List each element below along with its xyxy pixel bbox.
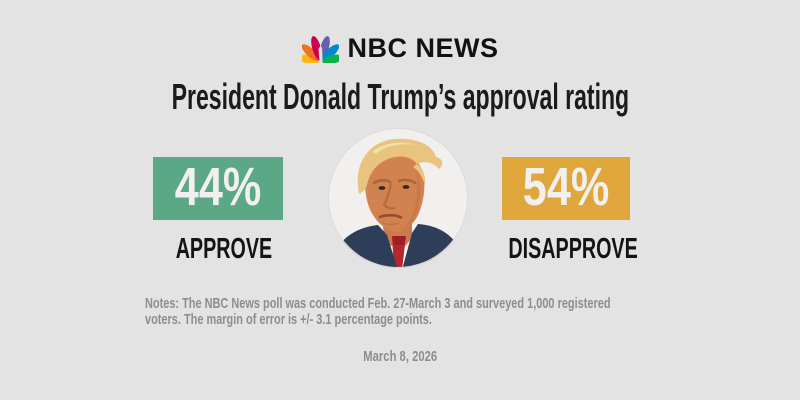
poll-notes-line1: Notes: The NBC News poll was conducted F… xyxy=(145,295,611,312)
approve-label: APPROVE xyxy=(175,233,273,265)
trump-portrait-illustration xyxy=(328,128,468,268)
approve-label-row: APPROVE xyxy=(153,233,283,266)
disapprove-value-box: 54% xyxy=(502,157,630,220)
disapprove-percentage: 54% xyxy=(522,157,610,217)
nbc-news-logo: NBC NEWS xyxy=(0,33,800,64)
headline-row: President Donald Trump’s approval rating xyxy=(0,76,800,118)
nbc-news-wordmark: NBC NEWS xyxy=(347,33,499,63)
trump-portrait-photo xyxy=(328,128,468,268)
disapprove-label: DISAPPROVE xyxy=(508,233,638,265)
poll-notes-line2: voters. The margin of error is +/- 3.1 p… xyxy=(145,311,432,328)
nbc-peacock-icon xyxy=(301,36,339,63)
disapprove-label-row: DISAPPROVE xyxy=(478,233,654,266)
approve-value-box: 44% xyxy=(153,157,283,220)
date-row: March 8, 2026 xyxy=(0,348,800,366)
page-title: President Donald Trump’s approval rating xyxy=(171,76,629,117)
approve-percentage: 44% xyxy=(174,157,262,217)
publication-date: March 8, 2026 xyxy=(363,348,437,365)
poll-notes: Notes: The NBC News poll was conducted F… xyxy=(145,296,671,328)
